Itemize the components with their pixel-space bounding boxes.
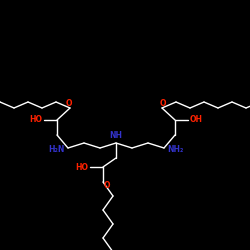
Text: O: O [66,98,72,108]
Text: HO: HO [29,116,42,124]
Text: H₂N: H₂N [48,144,65,154]
Text: OH: OH [190,116,203,124]
Text: O: O [160,98,166,108]
Text: NH: NH [110,132,122,140]
Text: HO: HO [75,162,88,172]
Text: O: O [104,182,110,190]
Text: NH₂: NH₂ [167,144,184,154]
